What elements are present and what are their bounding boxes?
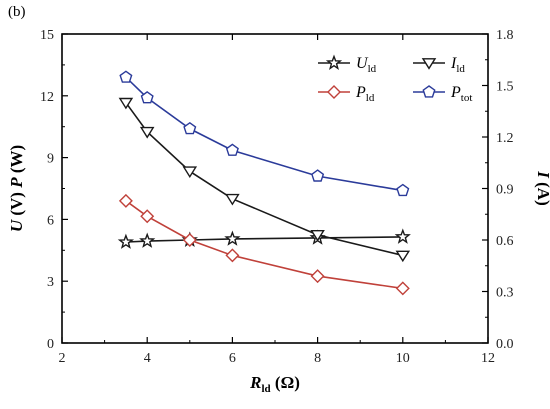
y-left-tick-label: 0: [47, 337, 54, 352]
data-point-i-ld: [182, 166, 198, 179]
y-right-tick-label: 1.2: [496, 131, 514, 146]
legend-entry: Ild: [450, 55, 465, 75]
data-point-i-ld: [395, 250, 411, 263]
data-point-p-ld: [310, 269, 325, 284]
y-right-axis-title: I (A): [534, 170, 550, 205]
x-tick-label: 4: [144, 351, 151, 366]
data-point-p-ld: [395, 281, 410, 296]
data-point-p-tot: [396, 183, 410, 197]
data-point-p-tot: [119, 70, 133, 83]
y-left-tick-label: 12: [40, 90, 54, 105]
legend-entry: Ptot: [450, 84, 472, 104]
legend-marker: [325, 54, 343, 70]
y-right-tick-label: 0.9: [496, 183, 514, 198]
x-axis-title: Rld (Ω): [249, 373, 300, 395]
y-left-axis-title: U (V) P (W): [7, 145, 26, 232]
series-line-u-ld: [125, 236, 403, 243]
y-left-tick-label: 3: [47, 275, 54, 290]
data-point-p-tot: [183, 121, 197, 135]
data-point-p-tot: [311, 169, 325, 182]
y-right-tick-label: 1.5: [496, 80, 514, 95]
series-line-i-ld: [125, 102, 403, 257]
data-point-u-ld: [394, 228, 411, 244]
legend-entry: Pld: [355, 84, 375, 104]
y-left-tick-label: 9: [47, 152, 54, 167]
legend-marker: [422, 85, 436, 98]
data-point-i-ld: [310, 229, 325, 242]
y-left-tick-label: 6: [47, 213, 54, 228]
y-right-tick-label: 0.3: [496, 286, 514, 301]
x-tick-label: 6: [229, 351, 236, 366]
legend-entry: Uld: [356, 55, 377, 75]
panel-label: (b): [8, 4, 26, 20]
x-tick-label: 2: [59, 351, 66, 366]
data-point-u-ld: [117, 233, 135, 249]
data-point-p-ld: [182, 233, 197, 247]
data-point-i-ld: [118, 97, 134, 110]
data-point-p-tot: [225, 143, 239, 156]
data-point-p-ld: [225, 248, 240, 263]
data-point-i-ld: [139, 126, 155, 139]
x-tick-label: 8: [314, 351, 321, 366]
data-point-u-ld: [224, 230, 241, 246]
data-point-p-ld: [118, 193, 133, 208]
data-point-u-ld: [139, 232, 156, 248]
legend-marker: [327, 85, 341, 99]
y-right-tick-label: 1.8: [496, 28, 514, 43]
legend-marker: [421, 58, 437, 70]
data-point-i-ld: [225, 193, 240, 206]
y-left-tick-label: 15: [40, 28, 54, 43]
data-point-p-tot: [140, 91, 154, 104]
x-tick-label: 12: [481, 351, 495, 366]
data-point-p-ld: [140, 209, 155, 224]
x-tick-label: 10: [396, 351, 410, 366]
y-right-tick-label: 0.6: [496, 234, 514, 249]
y-right-tick-label: 0.0: [496, 337, 514, 352]
